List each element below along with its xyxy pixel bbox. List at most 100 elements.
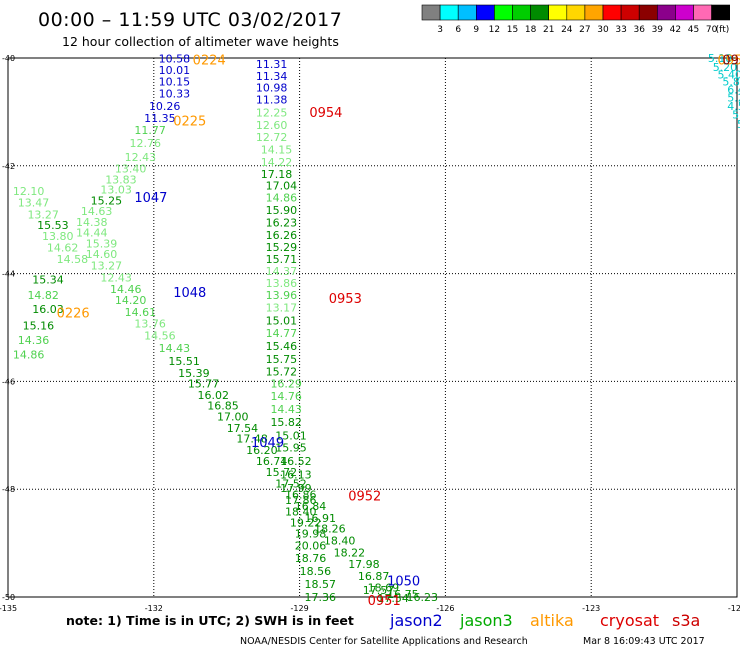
y-tick-label: -48 xyxy=(2,485,15,494)
data-label: 10.98 xyxy=(256,82,287,95)
color-scale-label: (ft) xyxy=(716,25,730,35)
data-label: 11.77 xyxy=(134,124,166,137)
data-label: 14.20 xyxy=(115,294,147,307)
color-swatch xyxy=(693,4,712,21)
time-label: 0226 xyxy=(57,306,90,321)
data-label: 17.18 xyxy=(261,168,293,181)
legend-jason2: jason2 xyxy=(389,611,443,630)
data-label: 14.86 xyxy=(266,192,298,205)
data-label: 16.75 xyxy=(387,588,419,601)
data-label: 14.43 xyxy=(159,342,191,355)
data-label: 12.25 xyxy=(256,106,287,119)
data-label: 16.87 xyxy=(358,570,390,583)
color-swatch xyxy=(638,4,658,21)
color-swatch xyxy=(457,4,477,21)
data-label: 16.02 xyxy=(198,389,230,402)
data-label: 13.83 xyxy=(105,173,137,186)
data-label: 12.76 xyxy=(130,137,162,150)
data-label: 10.15 xyxy=(159,76,191,89)
color-scale-label: 15 xyxy=(507,25,518,35)
data-label: 15.39 xyxy=(86,237,118,250)
data-label: 16.86 xyxy=(285,489,317,502)
x-tick-label: -135 xyxy=(0,604,17,613)
data-label: 15.82 xyxy=(270,416,302,429)
data-label: 14.77 xyxy=(266,327,298,340)
color-swatch xyxy=(530,4,549,21)
data-label: 5.20 xyxy=(713,61,738,74)
color-swatch xyxy=(512,4,531,21)
color-swatch xyxy=(421,4,441,21)
data-label: 11.34 xyxy=(256,70,287,83)
data-label: 15.95 xyxy=(275,442,307,455)
data-label: 17.52 xyxy=(275,477,307,490)
data-label: 18.40 xyxy=(324,534,356,547)
footer-credit: NOAA/NESDIS Center for Satellite Applica… xyxy=(240,636,528,647)
color-scale-legend: 3 6 9 12 15 18 21 24 27 30 33 36 39 42 45 70(ft) xyxy=(421,4,730,35)
color-scale-label: 21 xyxy=(543,25,554,35)
color-swatch xyxy=(439,4,459,21)
data-label: 17.00 xyxy=(217,410,249,423)
data-label: 18.40 xyxy=(285,505,317,518)
y-tick-label: -40 xyxy=(2,54,15,63)
time-label: 1050 xyxy=(387,574,420,589)
data-label: 10.58 xyxy=(159,53,191,66)
color-swatch xyxy=(602,4,622,21)
data-label: 14.82 xyxy=(27,289,59,302)
y-tick-label: -42 xyxy=(2,162,15,171)
data-label: 13.80 xyxy=(42,230,74,243)
data-label: 15.75 xyxy=(266,353,298,366)
data-label: 18.56 xyxy=(300,565,332,578)
color-scale-label: 70 xyxy=(706,25,718,35)
chart-subtitle: 12 hour collection of altimeter wave hei… xyxy=(62,34,339,49)
data-label: 14.62 xyxy=(47,242,79,255)
data-label: 16.13 xyxy=(280,469,312,482)
data-label: 14.61 xyxy=(125,306,157,319)
data-label: 16.52 xyxy=(280,455,312,468)
data-label: 14.43 xyxy=(270,403,302,416)
data-label: 17.86 xyxy=(285,494,317,507)
data-label: 14.22 xyxy=(261,156,293,169)
data-label: 14.15 xyxy=(261,144,293,157)
data-label: 14.63 xyxy=(81,205,113,218)
x-tick-label: -132 xyxy=(145,604,163,613)
data-label: 15.72 xyxy=(266,466,298,479)
time-label: 0225 xyxy=(173,115,206,130)
data-label: 5.70 xyxy=(732,109,740,122)
x-tick-label: -123 xyxy=(582,604,600,613)
data-label: 6.48 xyxy=(727,83,740,96)
data-label: 16.91 xyxy=(304,512,336,525)
data-label: 17.99 xyxy=(280,482,312,495)
data-label: 5.40 xyxy=(718,69,740,82)
color-swatch xyxy=(494,4,513,21)
data-label: 15.71 xyxy=(266,253,298,266)
data-label: 15.16 xyxy=(23,319,55,332)
grid-lines xyxy=(8,58,737,597)
data-label: 17.54 xyxy=(227,422,259,435)
legend-s3a: s3a xyxy=(672,611,700,630)
color-swatch xyxy=(656,4,676,21)
data-label: 13.47 xyxy=(18,196,50,209)
data-label: 17.48 xyxy=(236,433,267,446)
time-label: 0955 xyxy=(722,54,740,69)
data-label: 15.53 xyxy=(37,219,69,232)
data-label: 17.04 xyxy=(266,180,298,193)
footer-note: note: 1) Time is in UTC; 2) SWH is in fe… xyxy=(66,613,354,628)
color-scale-label: 33 xyxy=(615,25,626,35)
data-label: 17.98 xyxy=(348,558,380,571)
time-label: 0951 xyxy=(368,594,401,609)
data-label: 5.26 xyxy=(727,91,740,104)
data-label: 11.31 xyxy=(256,58,287,71)
data-label: 5.18 xyxy=(708,52,733,65)
plot-frame xyxy=(7,57,738,598)
data-label: 13.27 xyxy=(91,260,123,273)
data-label: 14.86 xyxy=(13,348,45,361)
data-label: 16.23 xyxy=(407,591,439,604)
legend-jason3: jason3 xyxy=(459,611,513,630)
time-label: 0952 xyxy=(348,490,381,505)
data-label: 18.69 xyxy=(368,581,400,594)
data-label: 15.39 xyxy=(178,367,210,380)
data-label: 14.37 xyxy=(266,265,298,278)
time-label: 1048 xyxy=(173,286,206,301)
y-tick-label: -50 xyxy=(2,593,15,602)
data-label: 15.34 xyxy=(32,274,64,287)
